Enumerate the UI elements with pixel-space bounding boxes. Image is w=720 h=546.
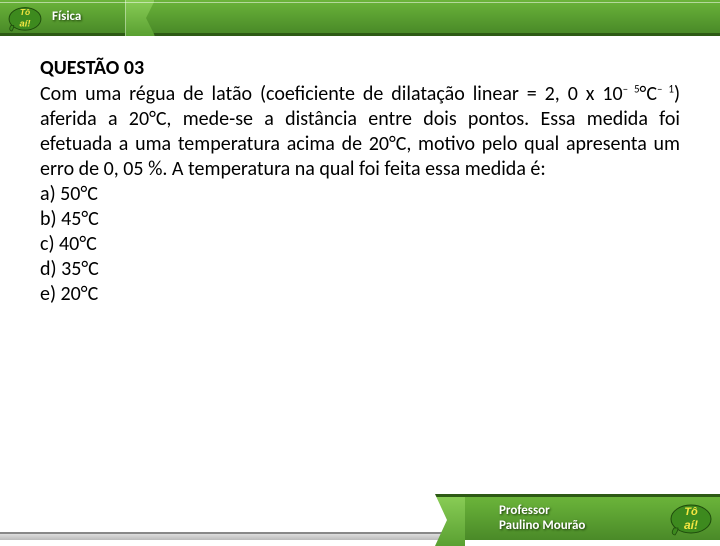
- option-b: b) 45°C: [40, 207, 680, 232]
- footer-line1: Professor: [499, 504, 585, 519]
- option-c: c) 40°C: [40, 232, 680, 257]
- svg-text:Tô: Tô: [684, 506, 698, 518]
- question-body: Com uma régua de latão (coeficiente de d…: [40, 82, 680, 182]
- footer-text: Professor Paulino Mourão: [499, 504, 585, 534]
- svg-text:Tô: Tô: [20, 7, 30, 17]
- footer-green-ribbon: Professor Paulino Mourão Tô aí!: [465, 494, 720, 540]
- body-text-pre: Com uma régua de latão (coeficiente de d…: [40, 82, 623, 106]
- exponent-2: – 1: [657, 82, 674, 95]
- option-a: a) 50°C: [40, 182, 680, 207]
- footer-line2: Paulino Mourão: [499, 519, 585, 534]
- question-title: QUESTÃO 03: [40, 56, 680, 80]
- header-logo-icon: Tô aí!: [4, 1, 46, 33]
- header-bar: Tô aí! Física: [0, 0, 720, 36]
- svg-text:aí!: aí!: [684, 518, 698, 532]
- subject-title: Física: [52, 9, 81, 24]
- option-d: d) 35°C: [40, 257, 680, 282]
- exponent-1: – 5: [623, 82, 640, 95]
- options-list: a) 50°C b) 45°C c) 40°C d) 35°C e) 20°C: [40, 182, 680, 307]
- header-ribbon-notch: [125, 0, 155, 36]
- body-text-mid1: °C: [640, 82, 657, 106]
- question-content: QUESTÃO 03 Com uma régua de latão (coefi…: [0, 36, 720, 307]
- footer: Professor Paulino Mourão Tô aí!: [0, 494, 720, 540]
- footer-gray-bar: [0, 532, 495, 540]
- footer-logo-icon: Tô aí!: [668, 498, 714, 536]
- svg-text:aí!: aí!: [20, 18, 31, 28]
- option-e: e) 20°C: [40, 282, 680, 307]
